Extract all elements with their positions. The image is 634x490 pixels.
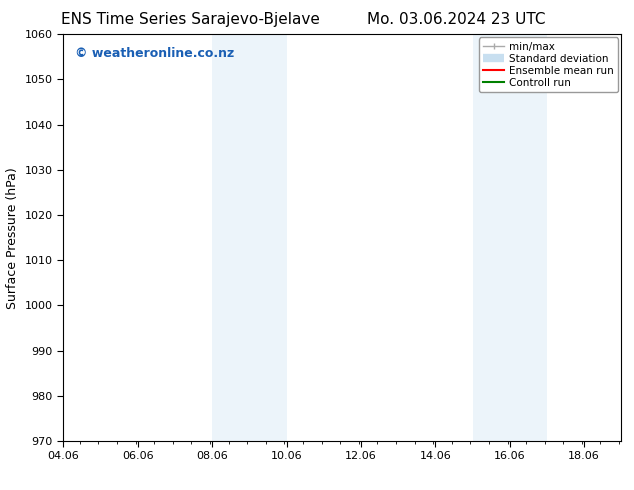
- Text: ENS Time Series Sarajevo-Bjelave: ENS Time Series Sarajevo-Bjelave: [61, 12, 320, 27]
- Text: Mo. 03.06.2024 23 UTC: Mo. 03.06.2024 23 UTC: [367, 12, 546, 27]
- Bar: [472, 34, 547, 441]
- Bar: [212, 34, 287, 441]
- Y-axis label: Surface Pressure (hPa): Surface Pressure (hPa): [6, 167, 19, 309]
- Text: © weatheronline.co.nz: © weatheronline.co.nz: [75, 47, 234, 59]
- Legend: min/max, Standard deviation, Ensemble mean run, Controll run: min/max, Standard deviation, Ensemble me…: [479, 37, 618, 92]
